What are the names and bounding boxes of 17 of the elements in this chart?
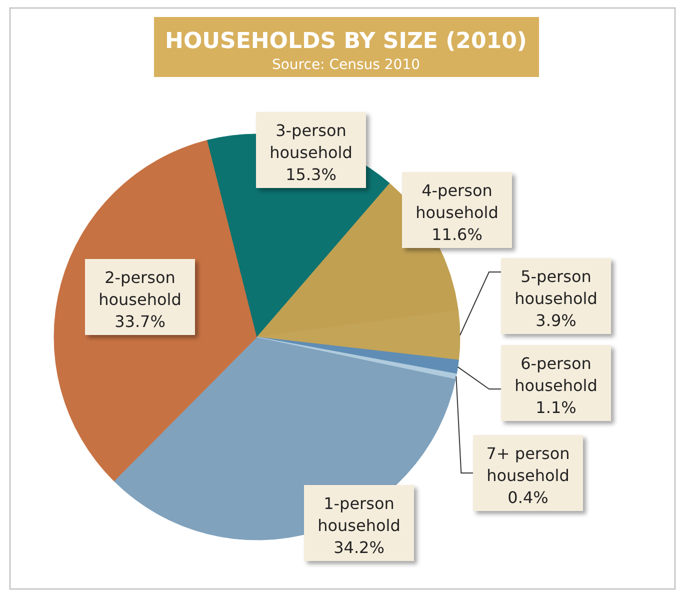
slice-label: 3-person household <box>270 121 352 162</box>
pie-slice <box>114 336 456 540</box>
chart-subtitle: Source: Census 2010 <box>272 57 420 73</box>
slice-label: 2-person household <box>98 268 182 309</box>
chart-title: HOUSEHOLDS BY SIZE (2010) <box>165 29 527 54</box>
data-label: 0.4% <box>508 488 548 507</box>
data-label: 11.6% <box>432 225 482 244</box>
data-label: 33.7% <box>114 312 166 331</box>
data-label: 34.2% <box>334 538 384 557</box>
data-label: 15.3% <box>286 165 336 184</box>
slice-label: 1-person household <box>318 494 400 535</box>
data-label: 1.1% <box>536 398 576 417</box>
slice-label: 7+ person household <box>486 444 570 485</box>
slice-label: 6-person household <box>514 354 598 395</box>
data-label: 3.9% <box>536 311 576 330</box>
slice-label: 4-person household <box>416 181 498 222</box>
slice-label: 5-person household <box>514 267 598 308</box>
